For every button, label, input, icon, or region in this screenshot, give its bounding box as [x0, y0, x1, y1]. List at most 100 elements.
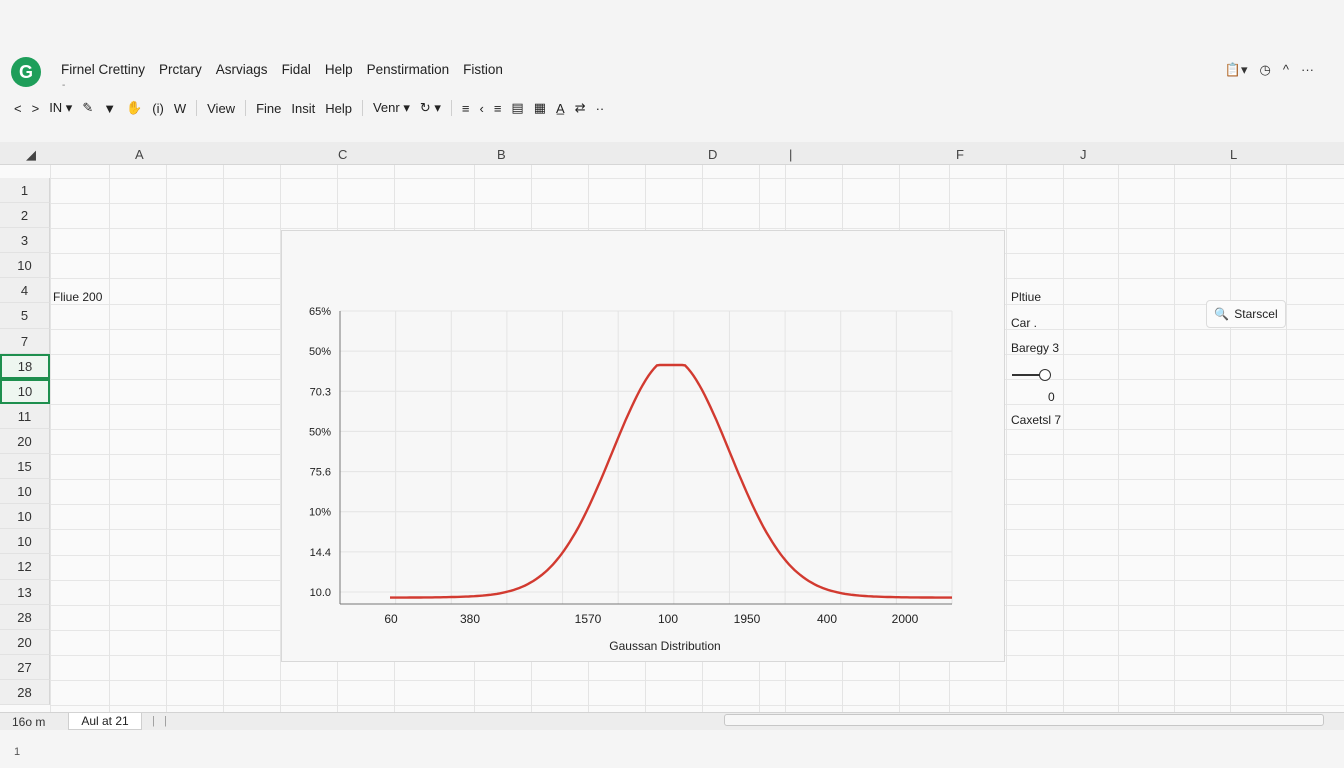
menu-item-5[interactable]: Penstirmation [366, 62, 450, 77]
menu-item-1[interactable]: Prctary [159, 62, 202, 77]
toolbar-item-9[interactable]: Fine [256, 100, 282, 116]
slider-knob[interactable] [1039, 369, 1051, 381]
menu-item-4[interactable]: Help [324, 62, 353, 77]
y-tick-label: 14.4 [310, 547, 331, 559]
row-header-2[interactable]: 3 [0, 228, 50, 254]
toolbar-item-11[interactable]: Help [325, 100, 352, 116]
grid-row-line [50, 203, 1344, 205]
row-header-19[interactable]: 27 [0, 654, 50, 680]
toolbar-item-20[interactable]: ⇄ [574, 100, 586, 115]
collapse-icon[interactable]: ^ [1282, 62, 1289, 77]
row-header-4[interactable]: 4 [0, 278, 50, 304]
menu-item-0[interactable]: Firnel Crettiny [61, 62, 146, 77]
toolbar-item-18[interactable]: ▦ [533, 100, 547, 115]
toolbar-item-12[interactable]: Venr ▾ [372, 100, 410, 115]
row-header-18[interactable]: 20 [0, 629, 50, 655]
toolbar-item-0[interactable]: < [14, 100, 22, 116]
column-header-4[interactable]: | [789, 147, 793, 162]
window-controls: 📋▾ ◷ ^ ··· [1225, 62, 1314, 78]
toolbar-item-10[interactable]: Insit [291, 100, 316, 116]
column-header-0[interactable]: A [135, 147, 144, 162]
row-header-8[interactable]: 10 [0, 378, 50, 404]
more-icon[interactable]: ··· [1301, 62, 1314, 77]
row-header-14[interactable]: 10 [0, 529, 50, 555]
x-tick-label: 1570 [575, 612, 602, 626]
grid-column-line [1006, 165, 1007, 712]
column-header-7[interactable]: L [1230, 147, 1238, 162]
menu-item-3[interactable]: Fidal [281, 62, 311, 77]
toolbar-item-17[interactable]: ▤ [511, 100, 524, 115]
toolbar-separator [450, 100, 452, 116]
toolbar-item-14[interactable]: ≡ [461, 100, 470, 116]
toolbar-item-7[interactable]: W [173, 100, 187, 116]
row-header-15[interactable]: 12 [0, 554, 50, 580]
grid-column-line [1063, 165, 1064, 712]
row-header-17[interactable]: 28 [0, 604, 50, 630]
horizontal-scrollbar[interactable] [724, 714, 1324, 726]
toolbar-item-19[interactable]: A̲ [556, 100, 565, 116]
toolbar-item-3[interactable]: ✎ [82, 100, 94, 115]
toolbar-item-15[interactable]: ‹ [479, 100, 484, 116]
app-logo[interactable]: G [11, 57, 41, 87]
y-tick-label: 50% [309, 346, 331, 358]
row-header-6[interactable]: 7 [0, 328, 50, 354]
row-header-5[interactable]: 5 [0, 303, 50, 329]
y-tick-label: 10.0 [310, 587, 331, 599]
row-header-10[interactable]: 20 [0, 428, 50, 455]
select-all-corner[interactable]: ◢ [26, 147, 36, 162]
column-header-6[interactable]: J [1080, 147, 1087, 162]
slider-track [1012, 374, 1042, 376]
cell-a4[interactable]: Fliue 200 [53, 290, 103, 304]
toolbar-item-21[interactable]: ·· [595, 100, 605, 116]
row-header-3[interactable]: 10 [0, 253, 50, 279]
y-tick-label: 70.3 [310, 386, 331, 398]
chart-object[interactable]: 65% 50% 70.3 50% 75.6 10% 14.4 10.0 60 380 1570 100… [281, 230, 1005, 662]
row-headers: 1 2 3 10 4 5 7 18 10 11 20 15 10 10 10 12 13 28 20 27 28 [0, 178, 50, 705]
grid-column-line [109, 165, 110, 712]
row-header-16[interactable]: 13 [0, 579, 50, 605]
column-header-5[interactable]: F [956, 147, 964, 162]
column-header-1[interactable]: C [338, 147, 348, 162]
history-icon[interactable]: ◷ [1259, 62, 1271, 77]
toolbar: < > IN ▾ ✎ ▼ ✋ (i) W View Fine Insit Help Venr ▾ ↻ ▾ ≡… [14, 100, 604, 116]
pane-value: 0 [1048, 390, 1055, 404]
column-header-3[interactable]: D [708, 147, 718, 162]
row-header-11[interactable]: 15 [0, 454, 50, 480]
x-axis-title: Gaussan Distribution [609, 639, 720, 653]
toolbar-item-4[interactable]: ▼ [103, 100, 117, 116]
row-header-13[interactable]: 10 [0, 504, 50, 530]
grid-row-line [50, 178, 1344, 179]
toolbar-item-13[interactable]: ↻ ▾ [419, 100, 441, 115]
grid-row-line [50, 680, 1344, 681]
x-tick-label: 380 [460, 612, 480, 626]
toolbar-item-5[interactable]: ✋ [126, 100, 143, 115]
toolbar-item-1[interactable]: > [31, 100, 40, 116]
toolbar-item-8[interactable]: View [207, 100, 236, 116]
column-header-2[interactable]: B [497, 147, 506, 162]
menu-item-6[interactable]: Fistion [463, 62, 503, 77]
toolbar-item-2[interactable]: IN ▾ [49, 100, 73, 115]
row-header-7[interactable]: 18 [0, 353, 50, 379]
spreadsheet-grid[interactable]: ◢ A C B D | F J L 1 2 3 10 4 5 7 18 10 11 20 15 10 10 10 12 13 2… [0, 142, 1344, 712]
menu-item-2[interactable]: Asrviags [215, 62, 268, 77]
column-header-row: ◢ A C B D | F J L [0, 142, 1344, 165]
y-tick-label: 10% [309, 507, 331, 519]
row-header-1[interactable]: 2 [0, 203, 50, 229]
sheet-tab-1[interactable]: 16o m [12, 715, 46, 729]
row-header-12[interactable]: 10 [0, 479, 50, 505]
pane-label-3: Baregy 3 [1011, 341, 1060, 355]
row-header-20[interactable]: 28 [0, 679, 50, 705]
sheet-tab-2[interactable]: Aul at 21 [68, 713, 142, 730]
search-button[interactable]: 🔍 Starscel [1206, 300, 1286, 328]
row-header-9[interactable]: 11 [0, 403, 50, 429]
row-header-0[interactable]: 1 [0, 178, 50, 204]
x-tick-label: 2000 [892, 612, 919, 626]
y-tick-label: 50% [309, 426, 331, 438]
toolbar-item-16[interactable]: ≡ [493, 100, 502, 116]
toolbar-item-6[interactable]: (i) [152, 100, 164, 116]
y-tick-label: 65% [309, 306, 331, 318]
grid-column-line [1286, 165, 1287, 712]
value-slider[interactable] [1012, 369, 1052, 381]
clipboard-icon[interactable]: 📋▾ [1224, 62, 1248, 77]
toolbar-separator [361, 100, 363, 116]
